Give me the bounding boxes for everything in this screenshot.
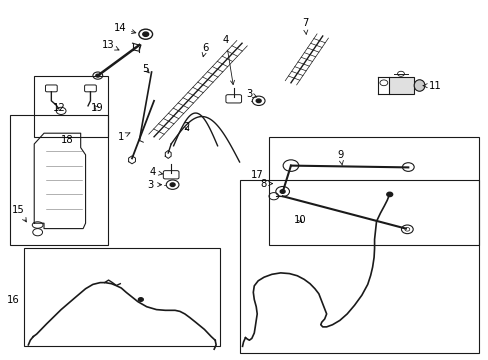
- Text: 4: 4: [149, 167, 163, 177]
- Text: 6: 6: [202, 42, 208, 57]
- Text: 17: 17: [251, 170, 264, 180]
- Text: 3: 3: [246, 89, 256, 99]
- Text: 5: 5: [142, 64, 149, 74]
- Bar: [34, 76, 107, 137]
- Ellipse shape: [32, 222, 43, 228]
- Circle shape: [280, 190, 285, 193]
- Text: 2: 2: [183, 122, 190, 132]
- Circle shape: [96, 74, 100, 77]
- Text: 11: 11: [422, 81, 441, 91]
- Ellipse shape: [413, 80, 424, 91]
- Text: 12: 12: [53, 103, 66, 113]
- Text: 1: 1: [118, 132, 130, 142]
- Bar: [388, 77, 413, 94]
- Text: 7: 7: [301, 18, 308, 34]
- Text: 19: 19: [90, 103, 103, 113]
- Bar: [24, 248, 220, 346]
- Circle shape: [386, 192, 392, 197]
- Circle shape: [256, 99, 261, 103]
- FancyBboxPatch shape: [45, 85, 57, 92]
- Circle shape: [142, 32, 148, 36]
- Text: 4: 4: [223, 35, 234, 85]
- Bar: [268, 137, 478, 245]
- Text: 16: 16: [7, 295, 20, 305]
- Text: 14: 14: [113, 23, 136, 33]
- Text: 8: 8: [260, 179, 272, 189]
- FancyBboxPatch shape: [84, 85, 96, 92]
- Bar: [239, 180, 478, 353]
- Bar: [10, 115, 107, 245]
- FancyBboxPatch shape: [225, 95, 241, 103]
- Text: 9: 9: [336, 150, 343, 165]
- Text: 3: 3: [147, 180, 161, 190]
- Text: 15: 15: [12, 204, 26, 222]
- Circle shape: [138, 298, 143, 301]
- Text: 18: 18: [61, 135, 74, 145]
- Text: 10: 10: [293, 215, 306, 225]
- FancyBboxPatch shape: [163, 171, 179, 179]
- Circle shape: [170, 183, 175, 186]
- Text: 13: 13: [102, 40, 119, 50]
